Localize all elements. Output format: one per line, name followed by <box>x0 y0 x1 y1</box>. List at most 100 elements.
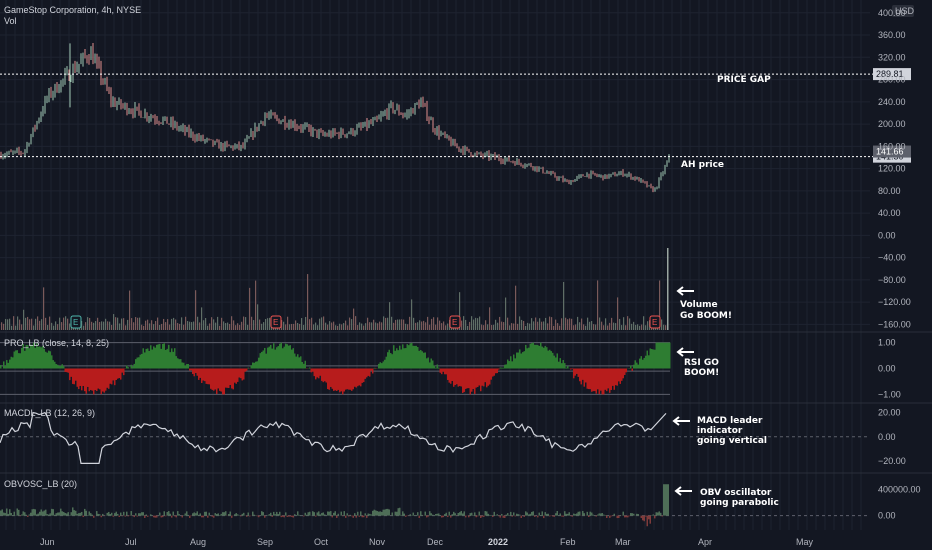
volume-bar <box>637 324 639 330</box>
volume-bar <box>537 321 539 330</box>
obv-area-segment <box>445 512 447 516</box>
rsi-area-segment <box>21 348 23 369</box>
volume-bar <box>143 325 145 330</box>
rsi-area-segment <box>538 345 540 369</box>
rsi-area-segment <box>126 365 128 369</box>
obv-area-segment <box>189 515 191 518</box>
rsi-area-segment <box>340 368 342 392</box>
volume-bar <box>309 319 311 330</box>
obv-area-segment <box>543 515 545 519</box>
volume-bar <box>127 319 129 330</box>
rsi-area-segment <box>528 347 530 369</box>
volume-bar <box>237 323 239 330</box>
rsi-area-segment <box>184 365 186 369</box>
volume-bar <box>263 322 265 330</box>
rsi-area-segment <box>408 345 410 369</box>
obv-area-segment <box>283 515 285 518</box>
obv-area-segment <box>592 514 594 516</box>
rsi-area-segment <box>643 357 645 369</box>
rsi-area-segment <box>294 353 296 369</box>
obv-area-segment <box>70 512 72 516</box>
volume-bar <box>183 324 185 330</box>
volume-bar <box>265 319 267 330</box>
rsi-area-segment <box>550 351 552 369</box>
obv-area-segment <box>342 515 344 517</box>
rsi-area-segment <box>658 342 660 369</box>
earnings-marker <box>70 315 82 329</box>
obv-area-segment <box>352 515 354 518</box>
obv-area-segment <box>384 509 386 516</box>
y-tick-label: −120.00 <box>878 297 911 307</box>
volume-bar <box>465 319 467 330</box>
obv-area-segment <box>454 513 456 516</box>
obv-area-segment <box>520 515 522 519</box>
earnings-marker-label: E <box>652 318 657 327</box>
obv-area-segment <box>156 515 158 518</box>
rsi-y-tick: 1.00 <box>878 338 896 348</box>
obv-area-segment <box>166 511 168 516</box>
obv-area-segment <box>48 514 50 516</box>
obv-area-segment <box>201 515 203 518</box>
obv-area-segment <box>136 515 138 517</box>
rsi-area-segment <box>138 357 140 369</box>
obv-area-segment <box>192 513 194 516</box>
obv-area-segment <box>292 515 294 518</box>
rsi-area-segment <box>361 368 363 383</box>
volume-bar <box>557 323 559 330</box>
obv-area-segment <box>268 514 270 516</box>
volume-bar <box>141 324 143 330</box>
volume-bar <box>355 316 357 330</box>
obv-area-segment <box>178 514 180 516</box>
obv-area-segment <box>355 515 357 518</box>
rsi-area-segment <box>48 350 50 369</box>
volume-bar <box>431 318 433 330</box>
volume-bar <box>89 317 91 330</box>
rsi-area-segment <box>270 344 272 369</box>
rsi-area-segment <box>588 368 590 390</box>
obv-area-segment <box>46 514 48 516</box>
volume-bar <box>305 316 307 330</box>
obv-area-segment <box>591 512 593 516</box>
rsi-area-segment <box>49 351 51 369</box>
rsi-area-segment <box>540 342 542 369</box>
obv-area-segment <box>654 515 656 519</box>
rsi-area-segment <box>487 368 489 386</box>
volume-bar <box>69 323 71 330</box>
rsi-area-segment <box>90 368 92 390</box>
volume-bar <box>361 323 363 330</box>
obv-pane-title: OBVOSC_LB (20) <box>4 479 77 489</box>
currency-badge[interactable] <box>892 5 914 17</box>
obv-area-segment <box>294 514 296 516</box>
x-tick-label: Mar <box>615 537 631 547</box>
obv-area-segment <box>159 512 161 516</box>
volume-bar <box>661 319 663 330</box>
obv-area-segment <box>10 512 12 516</box>
volume-bar <box>195 290 197 330</box>
obv-area-segment <box>280 515 282 518</box>
volume-bar <box>289 324 291 330</box>
rsi-area-segment <box>366 368 368 378</box>
rsi-area-segment <box>445 368 447 375</box>
macd-pane-title: MACDL_LB (12, 26, 9) <box>4 408 95 418</box>
obv-area-segment <box>409 514 411 516</box>
rsi-area-segment <box>561 363 563 369</box>
obv-area-segment <box>216 513 218 516</box>
obv-area-segment <box>139 513 141 516</box>
rsi-area-segment <box>322 368 324 383</box>
rsi-area-segment <box>324 368 326 382</box>
rsi-area-segment <box>523 351 525 369</box>
rsi-area-segment <box>117 368 119 379</box>
volume-bar <box>155 321 157 330</box>
obv-area-segment <box>417 512 419 516</box>
rsi-area-segment <box>61 364 63 369</box>
volume-bar <box>365 323 367 330</box>
rsi-area-segment <box>537 344 539 369</box>
rsi-area-segment <box>193 368 195 377</box>
rsi-area-segment <box>207 368 209 385</box>
volume-bar <box>221 317 223 330</box>
rsi-area-segment <box>556 353 558 369</box>
volume-bar <box>439 320 441 330</box>
volume-bar <box>523 320 525 330</box>
rsi-area-segment <box>103 368 105 393</box>
